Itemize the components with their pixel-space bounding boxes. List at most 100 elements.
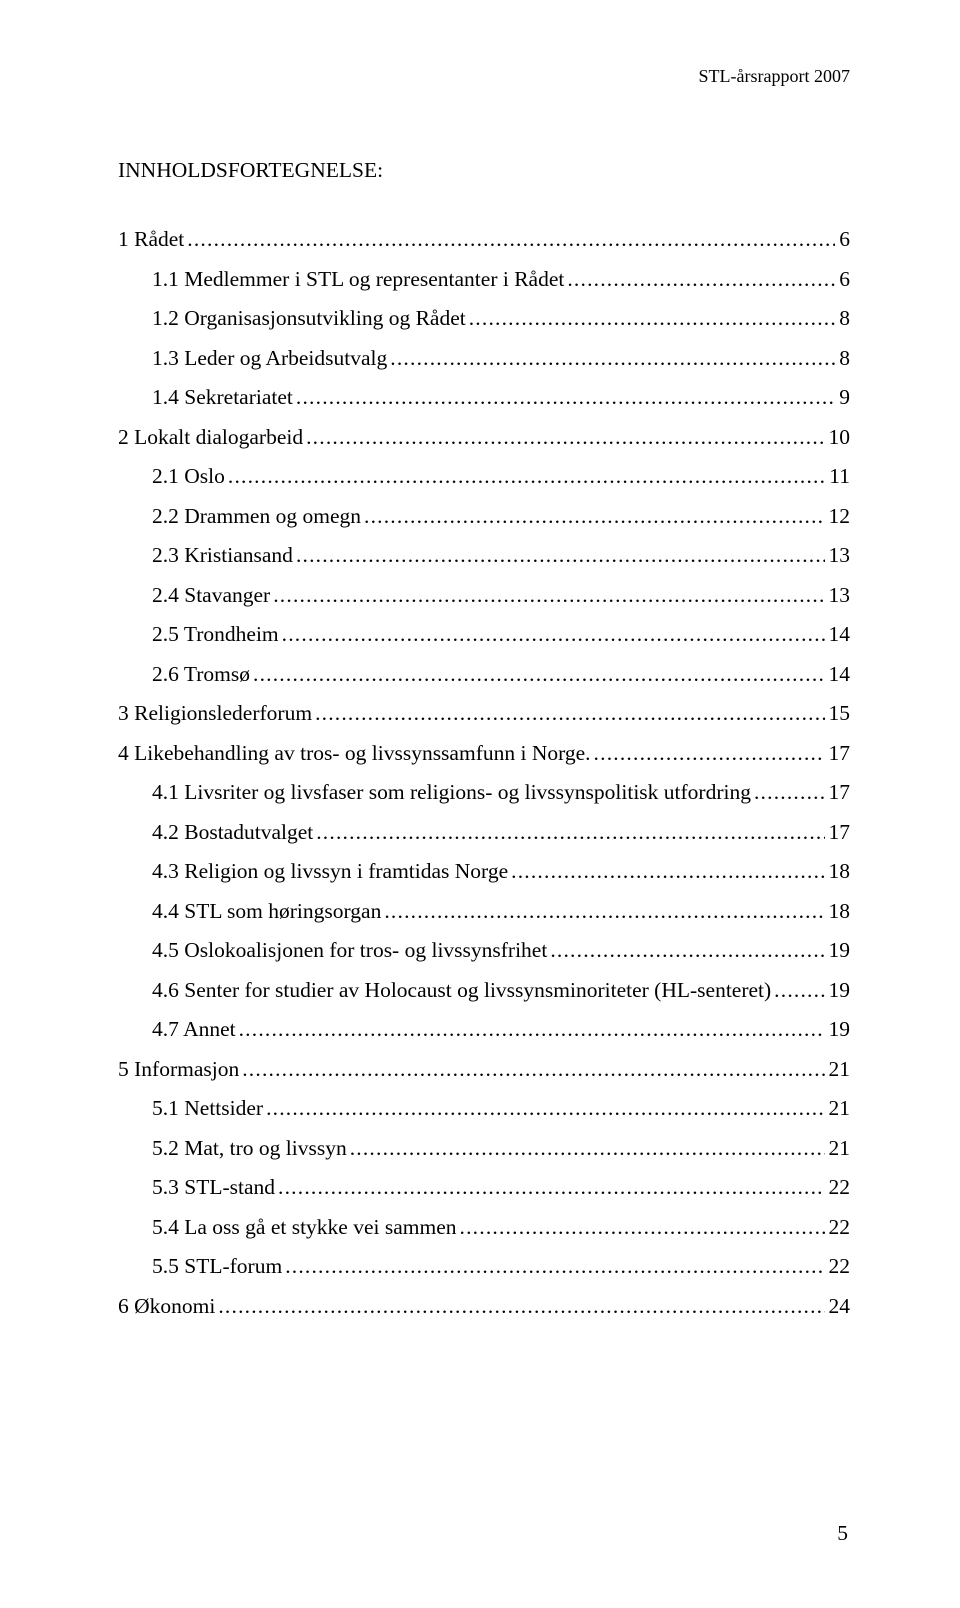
toc-entry-page: 19 xyxy=(825,978,851,1003)
toc-entry-label: 4.3 Religion og livssyn i framtidas Norg… xyxy=(152,859,508,884)
toc-entry-page: 12 xyxy=(825,504,851,529)
toc-entry: 2.4 Stavanger...........................… xyxy=(118,583,850,608)
toc-entry-label: 2.2 Drammen og omegn xyxy=(152,504,361,529)
toc-entry-page: 24 xyxy=(825,1294,851,1319)
toc-dot-leader: ........................................… xyxy=(279,622,825,647)
toc-entry-label: 3 Religionslederforum xyxy=(118,701,312,726)
toc-title: INNHOLDSFORTEGNELSE: xyxy=(118,158,850,183)
toc-entry: 4.1 Livsriter og livsfaser som religions… xyxy=(118,780,850,805)
toc-entry-page: 15 xyxy=(825,701,851,726)
toc-entry-page: 17 xyxy=(825,741,851,766)
toc-dot-leader: ........................................… xyxy=(547,938,824,963)
toc-entry: 5.3 STL-stand...........................… xyxy=(118,1175,850,1200)
toc-dot-leader: ........................................… xyxy=(564,267,835,292)
toc-entry-label: 5.4 La oss gå et stykke vei sammen xyxy=(152,1215,457,1240)
table-of-contents: 1 Rådet.................................… xyxy=(118,227,850,1319)
toc-dot-leader: ........................................… xyxy=(215,1294,824,1319)
toc-entry: 4.2 Bostadutvalget......................… xyxy=(118,820,850,845)
toc-entry-page: 13 xyxy=(825,543,851,568)
toc-entry-page: 8 xyxy=(835,306,850,331)
toc-entry-label: 1.3 Leder og Arbeidsutvalg xyxy=(152,346,387,371)
toc-entry: 1.1 Medlemmer i STL og representanter i … xyxy=(118,267,850,292)
toc-entry-page: 21 xyxy=(825,1096,851,1121)
toc-dot-leader: ........................................… xyxy=(508,859,824,884)
toc-entry-page: 17 xyxy=(825,820,851,845)
toc-dot-leader: ........................................… xyxy=(275,1175,824,1200)
toc-entry-label: 5.2 Mat, tro og livssyn xyxy=(152,1136,347,1161)
toc-entry: 2 Lokalt dialogarbeid...................… xyxy=(118,425,850,450)
toc-entry: 5.4 La oss gå et stykke vei sammen......… xyxy=(118,1215,850,1240)
toc-entry-page: 22 xyxy=(825,1215,851,1240)
toc-dot-leader: ........................................… xyxy=(381,899,824,924)
toc-entry-page: 19 xyxy=(825,938,851,963)
toc-entry-page: 18 xyxy=(825,899,851,924)
toc-entry: 3 Religionslederforum...................… xyxy=(118,701,850,726)
toc-dot-leader: ........................................… xyxy=(361,504,825,529)
toc-entry-label: 2.3 Kristiansand xyxy=(152,543,293,568)
toc-entry: 5.2 Mat, tro og livssyn.................… xyxy=(118,1136,850,1161)
toc-entry: 5.1 Nettsider...........................… xyxy=(118,1096,850,1121)
toc-entry-label: 1 Rådet xyxy=(118,227,184,252)
toc-entry: 4 Likebehandling av tros- og livssynssam… xyxy=(118,741,850,766)
toc-entry-label: 4.7 Annet xyxy=(152,1017,236,1042)
toc-entry-label: 2.6 Tromsø xyxy=(152,662,250,687)
toc-entry-page: 6 xyxy=(835,227,850,252)
toc-dot-leader: ........................................… xyxy=(771,978,824,1003)
toc-dot-leader: ........................................… xyxy=(184,227,835,252)
toc-entry-page: 17 xyxy=(825,780,851,805)
toc-entry-label: 2 Lokalt dialogarbeid xyxy=(118,425,303,450)
toc-dot-leader: ........................................… xyxy=(236,1017,825,1042)
toc-dot-leader: ........................................… xyxy=(303,425,824,450)
toc-entry-label: 4.1 Livsriter og livsfaser som religions… xyxy=(152,780,751,805)
toc-dot-leader: ........................................… xyxy=(466,306,836,331)
toc-entry-label: 5.5 STL-forum xyxy=(152,1254,282,1279)
toc-entry: 1 Rådet.................................… xyxy=(118,227,850,252)
toc-dot-leader: ........................................… xyxy=(225,464,825,489)
toc-entry-page: 19 xyxy=(825,1017,851,1042)
toc-dot-leader: ........................................… xyxy=(282,1254,824,1279)
toc-entry: 1.2 Organisasjonsutvikling og Rådet.....… xyxy=(118,306,850,331)
toc-dot-leader: ........................................… xyxy=(293,385,835,410)
toc-entry-page: 10 xyxy=(825,425,851,450)
toc-entry: 2.3 Kristiansand........................… xyxy=(118,543,850,568)
page-number: 5 xyxy=(837,1521,848,1546)
toc-entry: 2.6 Tromsø..............................… xyxy=(118,662,850,687)
toc-dot-leader: ........................................… xyxy=(293,543,825,568)
document-page: STL-årsrapport 2007 INNHOLDSFORTEGNELSE:… xyxy=(0,0,960,1608)
toc-entry-label: 1.2 Organisasjonsutvikling og Rådet xyxy=(152,306,466,331)
toc-entry-page: 14 xyxy=(825,622,851,647)
toc-entry: 5.5 STL-forum...........................… xyxy=(118,1254,850,1279)
toc-entry-page: 21 xyxy=(825,1057,851,1082)
toc-entry-label: 1.1 Medlemmer i STL og representanter i … xyxy=(152,267,564,292)
toc-entry-page: 18 xyxy=(825,859,851,884)
toc-entry-page: 22 xyxy=(825,1254,851,1279)
toc-dot-leader: ........................................… xyxy=(457,1215,825,1240)
toc-dot-leader: ........................................… xyxy=(270,583,824,608)
toc-entry: 2.2 Drammen og omegn....................… xyxy=(118,504,850,529)
toc-entry-page: 13 xyxy=(825,583,851,608)
toc-entry-label: 4 Likebehandling av tros- og livssynssam… xyxy=(118,741,591,766)
toc-entry: 4.5 Oslokoalisjonen for tros- og livssyn… xyxy=(118,938,850,963)
toc-entry-label: 2.1 Oslo xyxy=(152,464,225,489)
toc-entry-label: 4.2 Bostadutvalget xyxy=(152,820,313,845)
toc-entry-label: 4.5 Oslokoalisjonen for tros- og livssyn… xyxy=(152,938,547,963)
toc-entry: 2.5 Trondheim...........................… xyxy=(118,622,850,647)
toc-entry: 4.7 Annet...............................… xyxy=(118,1017,850,1042)
toc-dot-leader: ........................................… xyxy=(313,820,824,845)
toc-entry-label: 2.4 Stavanger xyxy=(152,583,270,608)
toc-entry-label: 4.6 Senter for studier av Holocaust og l… xyxy=(152,978,771,1003)
toc-entry-label: 1.4 Sekretariatet xyxy=(152,385,293,410)
toc-dot-leader: ........................................… xyxy=(591,741,825,766)
toc-entry: 4.6 Senter for studier av Holocaust og l… xyxy=(118,978,850,1003)
toc-entry: 5 Informasjon...........................… xyxy=(118,1057,850,1082)
toc-entry-label: 5.1 Nettsider xyxy=(152,1096,263,1121)
toc-entry: 1.3 Leder og Arbeidsutvalg..............… xyxy=(118,346,850,371)
toc-dot-leader: ........................................… xyxy=(312,701,824,726)
toc-entry-label: 4.4 STL som høringsorgan xyxy=(152,899,381,924)
toc-entry-page: 8 xyxy=(835,346,850,371)
toc-entry-label: 5 Informasjon xyxy=(118,1057,239,1082)
toc-dot-leader: ........................................… xyxy=(263,1096,824,1121)
toc-dot-leader: ........................................… xyxy=(250,662,825,687)
toc-entry: 4.4 STL som høringsorgan................… xyxy=(118,899,850,924)
toc-entry: 4.3 Religion og livssyn i framtidas Norg… xyxy=(118,859,850,884)
